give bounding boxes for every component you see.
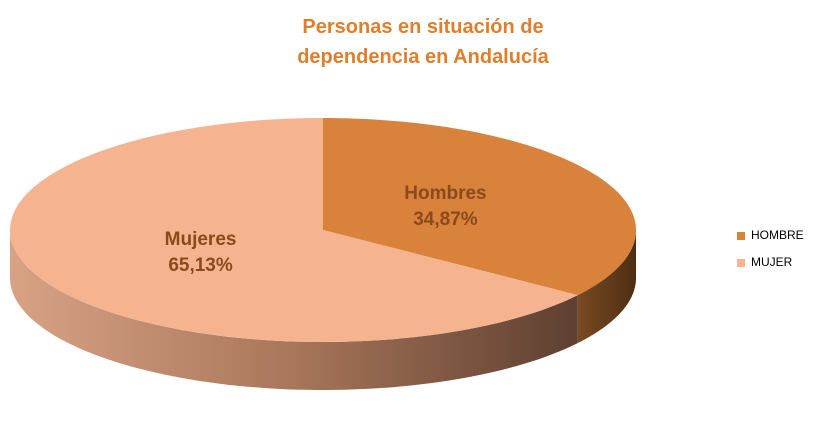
slice bbox=[323, 118, 636, 296]
value-label: 65,13% bbox=[168, 255, 233, 276]
legend-label: HOMBRE bbox=[751, 228, 804, 242]
legend-swatch bbox=[737, 259, 745, 267]
legend-swatch bbox=[737, 232, 745, 240]
value-label: 34,87% bbox=[413, 209, 478, 230]
legend-label: MUJER bbox=[751, 255, 793, 269]
slice-label: Mujeres bbox=[165, 229, 237, 250]
chart-title: Personas en situación de dependencia en … bbox=[297, 16, 549, 68]
slice-label: Hombres bbox=[404, 183, 486, 204]
slice-side bbox=[10, 230, 578, 390]
slice bbox=[10, 118, 578, 342]
slice-side bbox=[577, 230, 636, 344]
